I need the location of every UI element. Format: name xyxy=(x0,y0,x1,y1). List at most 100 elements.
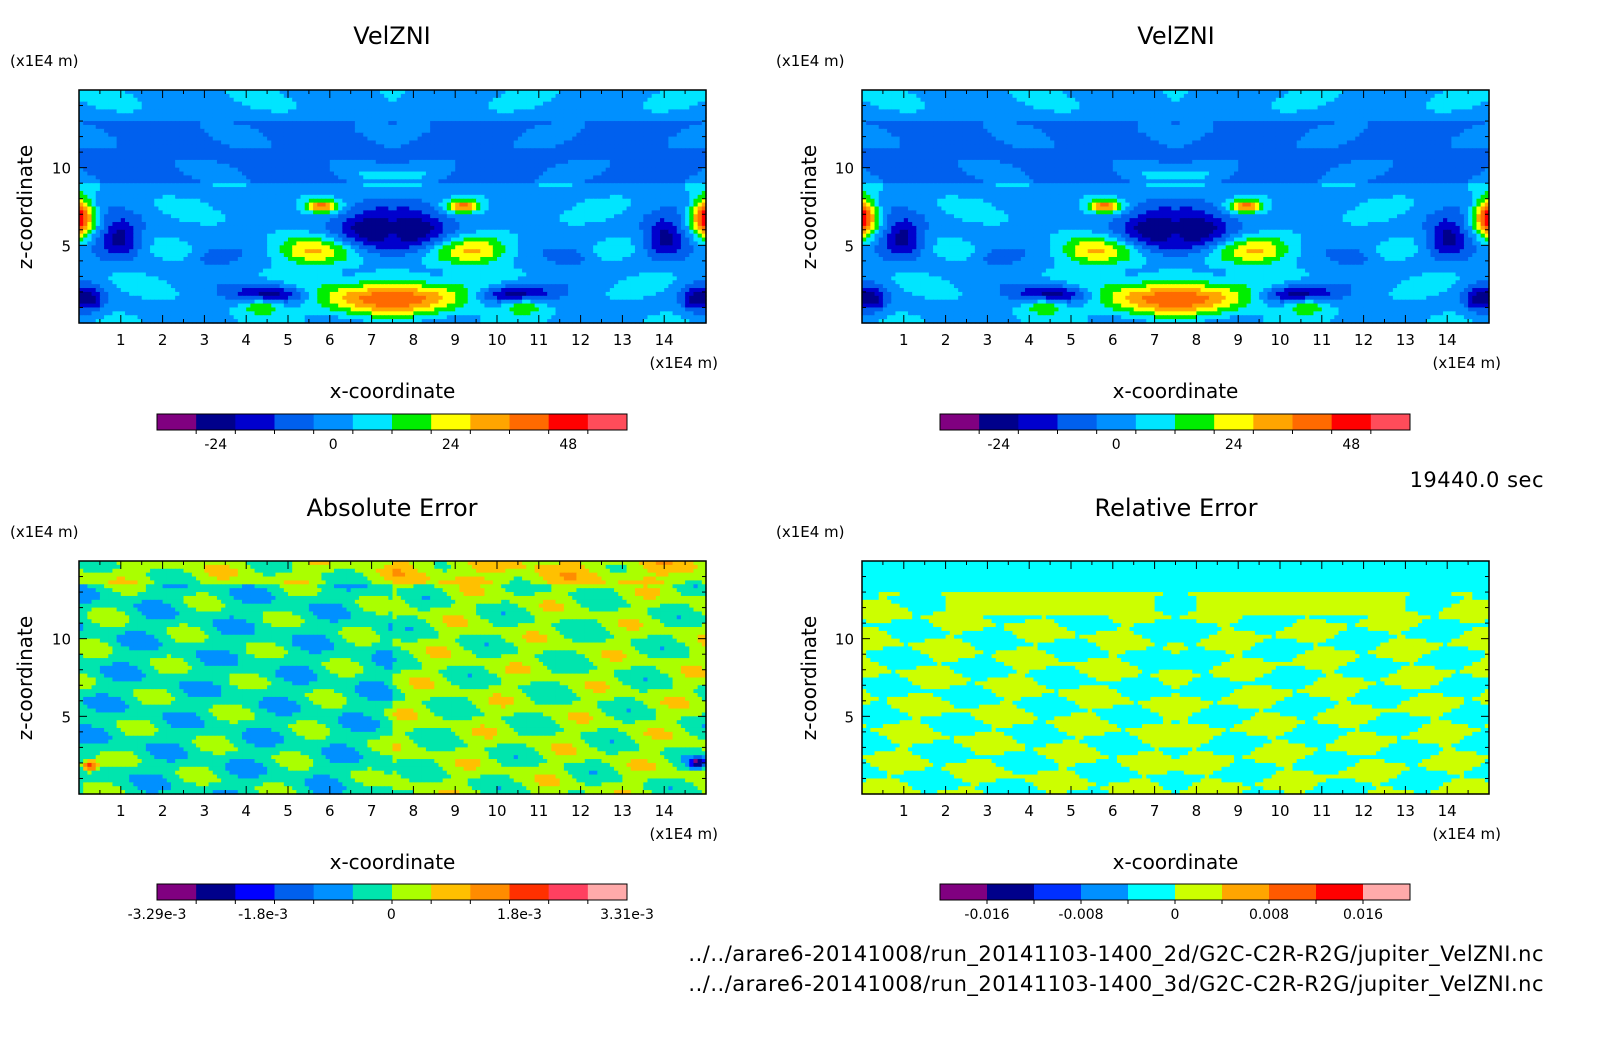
colorbar-swatch xyxy=(1034,884,1082,900)
x-tick-label: 13 xyxy=(1396,331,1415,349)
x-tick-label: 5 xyxy=(1066,802,1076,820)
colorbar-swatch xyxy=(431,884,471,900)
chart-title: Relative Error xyxy=(1095,494,1258,522)
x-tick-label: 7 xyxy=(1150,331,1160,349)
colorbar-swatch xyxy=(431,414,471,430)
y-unit-label: (x1E4 m) xyxy=(776,523,845,541)
figure-canvas: 1 2 3 4 5 6 7 8 9 10 11 12 13 14510VelZNI(x1E4 m)(x1E… xyxy=(0,0,1604,1054)
colorbar-swatch xyxy=(196,414,236,430)
contour-field xyxy=(79,90,707,324)
colorbar-swatch xyxy=(1081,884,1129,900)
colorbar-swatch xyxy=(1269,884,1317,900)
x-tick-label: 1 xyxy=(899,331,909,349)
colorbar-swatch xyxy=(196,884,236,900)
time-label: 19440.0 sec xyxy=(1410,468,1544,492)
x-tick-label: 4 xyxy=(1024,802,1034,820)
x-tick-label: 7 xyxy=(367,802,377,820)
x-tick-label: 12 xyxy=(1354,802,1373,820)
colorbar-swatch xyxy=(275,884,315,900)
x-tick-label: 6 xyxy=(325,802,335,820)
colorbar-swatch xyxy=(987,884,1035,900)
x-tick-label: 3 xyxy=(200,331,210,349)
x-tick-label: 12 xyxy=(1354,331,1373,349)
colorbar-swatch xyxy=(1363,884,1411,900)
x-tick-label: 14 xyxy=(1438,331,1457,349)
colorbar-tick-label: 24 xyxy=(1225,437,1243,453)
y-unit-label: (x1E4 m) xyxy=(10,52,79,70)
x-tick-label: 4 xyxy=(1024,331,1034,349)
y-tick-label: 10 xyxy=(52,160,71,178)
file-path-3d: ../../arare6-20141008/run_20141103-1400_… xyxy=(688,972,1544,996)
colorbar-swatch xyxy=(157,414,197,430)
x-tick-label: 13 xyxy=(1396,802,1415,820)
y-tick-label: 10 xyxy=(52,631,71,649)
x-axis-label: x-coordinate xyxy=(1113,379,1239,403)
colorbar-swatch xyxy=(510,414,550,430)
x-tick-label: 6 xyxy=(325,331,335,349)
x-unit-label: (x1E4 m) xyxy=(1432,825,1501,843)
colorbar-swatch xyxy=(314,414,354,430)
colorbar-swatch xyxy=(235,414,275,430)
x-unit-label: (x1E4 m) xyxy=(649,354,718,372)
x-tick-label: 14 xyxy=(1438,802,1457,820)
contour-field xyxy=(862,90,1490,324)
x-tick-label: 14 xyxy=(655,802,674,820)
x-tick-label: 3 xyxy=(983,802,993,820)
colorbar-tick-label: -0.008 xyxy=(1058,907,1103,923)
colorbar-swatch xyxy=(1097,414,1137,430)
x-tick-label: 7 xyxy=(1150,802,1160,820)
x-tick-label: 9 xyxy=(1233,331,1243,349)
colorbar-swatch xyxy=(549,414,589,430)
x-tick-label: 1 xyxy=(899,802,909,820)
colorbar-swatch xyxy=(1332,414,1372,430)
x-tick-label: 2 xyxy=(941,331,951,349)
colorbar-tick-label: 24 xyxy=(442,437,460,453)
x-tick-label: 8 xyxy=(409,802,419,820)
colorbar-swatch xyxy=(549,884,589,900)
y-axis-label: z-coordinate xyxy=(797,145,821,269)
x-axis-label: x-coordinate xyxy=(330,850,456,874)
colorbar-swatch xyxy=(392,414,432,430)
x-tick-label: 9 xyxy=(1233,802,1243,820)
colorbar-tick-label: 0 xyxy=(1112,437,1121,453)
colorbar-swatch xyxy=(314,884,354,900)
colorbar-swatch xyxy=(1175,884,1223,900)
colorbar-tick-label: 0 xyxy=(329,437,338,453)
chart-title: VelZNI xyxy=(353,22,430,50)
colorbar-tick-label: -0.016 xyxy=(964,907,1009,923)
colorbar-swatch xyxy=(588,884,628,900)
x-tick-label: 4 xyxy=(241,331,251,349)
y-axis-label: z-coordinate xyxy=(13,616,37,740)
colorbar-swatch xyxy=(1058,414,1098,430)
x-axis-label: x-coordinate xyxy=(1113,850,1239,874)
contour-field xyxy=(862,561,1490,795)
y-tick-label: 10 xyxy=(835,160,854,178)
x-tick-label: 6 xyxy=(1108,802,1118,820)
x-tick-label: 5 xyxy=(283,331,293,349)
colorbar-swatch xyxy=(353,414,393,430)
y-tick-label: 5 xyxy=(844,237,854,255)
x-tick-label: 11 xyxy=(1312,802,1331,820)
x-tick-label: 14 xyxy=(655,331,674,349)
colorbar-swatch xyxy=(157,884,197,900)
colorbar-swatch xyxy=(1018,414,1058,430)
x-tick-label: 1 xyxy=(116,331,126,349)
colorbar: -0.016 -0.008 0 0.008 0.016 xyxy=(940,884,1411,923)
colorbar-swatch xyxy=(275,414,315,430)
chart-title: VelZNI xyxy=(1137,22,1214,50)
colorbar-swatch xyxy=(1128,884,1176,900)
x-tick-label: 2 xyxy=(941,802,951,820)
x-tick-label: 11 xyxy=(529,802,548,820)
colorbar-swatch xyxy=(235,884,275,900)
x-tick-label: 9 xyxy=(450,331,460,349)
y-axis-label: z-coordinate xyxy=(13,145,37,269)
colorbar-tick-label: 0 xyxy=(1171,907,1180,923)
colorbar-swatch xyxy=(979,414,1019,430)
colorbar-tick-label: 0 xyxy=(387,907,396,923)
y-axis-label: z-coordinate xyxy=(797,616,821,740)
colorbar-tick-label: 1.8e-3 xyxy=(497,907,542,923)
